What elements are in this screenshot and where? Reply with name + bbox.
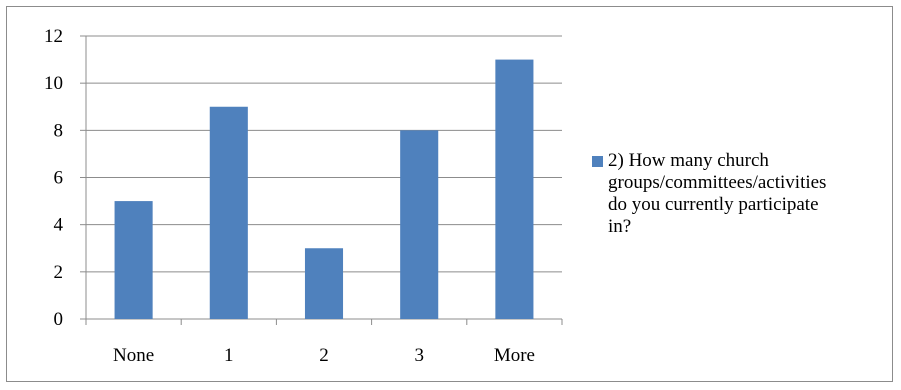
- x-tick-label: More: [494, 345, 535, 366]
- legend-swatch: [592, 156, 603, 167]
- x-tick-label: 2: [319, 345, 329, 366]
- legend-label-line: in?: [608, 216, 632, 237]
- y-tick-labels: 0 2 4 6 8 10 12: [44, 26, 64, 330]
- y-tick-label: 6: [54, 168, 64, 189]
- legend-label: 2) How many church groups/committees/act…: [608, 150, 892, 238]
- y-tick-label: 0: [54, 309, 64, 330]
- legend: 2) How many church groups/committees/act…: [592, 150, 892, 238]
- bar: [114, 201, 153, 319]
- x-tick-label: None: [113, 345, 154, 366]
- x-tick-label: 1: [224, 345, 234, 366]
- gridlines: [86, 35, 562, 273]
- legend-label-line: groups/committees/activities: [608, 172, 827, 193]
- y-tick-label: 10: [44, 73, 63, 94]
- x-tick-labels: None 1 2 3 More: [113, 345, 535, 366]
- bar: [209, 106, 248, 319]
- x-tick-label: 3: [414, 345, 424, 366]
- legend-label-line: 2) How many church: [608, 150, 769, 171]
- bar: [495, 59, 534, 319]
- bar: [304, 248, 344, 319]
- y-tick-label: 8: [54, 120, 64, 141]
- y-tick-label: 4: [54, 215, 64, 236]
- bar: [400, 130, 439, 319]
- bars: [114, 59, 534, 319]
- y-tick-label: 12: [44, 26, 63, 47]
- y-tick-label: 2: [54, 262, 64, 283]
- legend-label-line: do you currently participate: [608, 194, 819, 215]
